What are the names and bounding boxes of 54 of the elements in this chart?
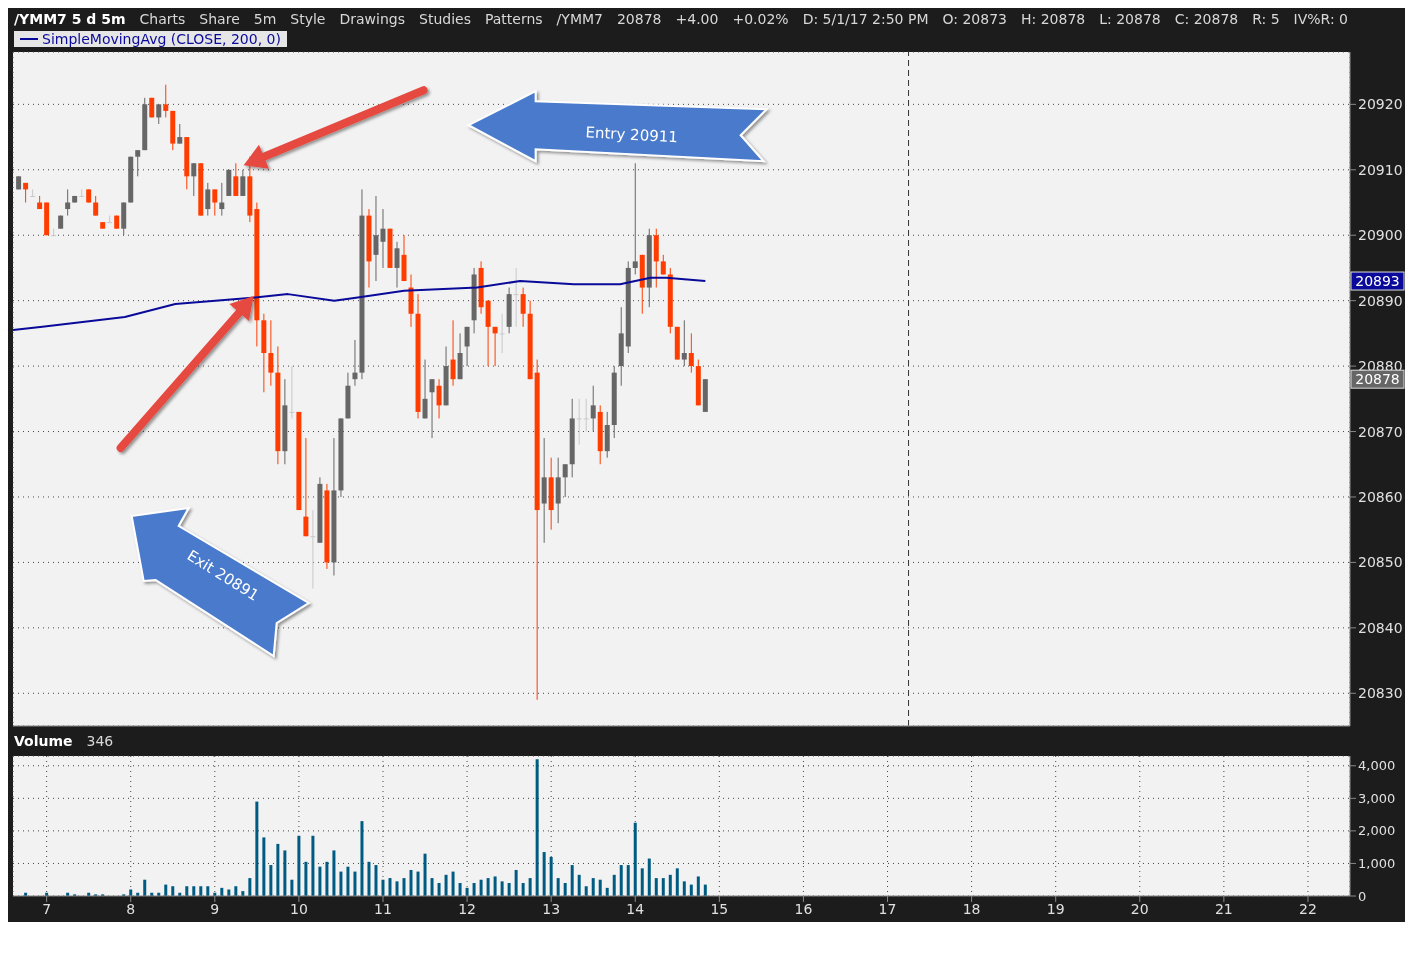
x-tick-label: 17 — [878, 900, 897, 917]
annotation: Entry 20911 — [585, 123, 679, 147]
text: 20893 — [1355, 273, 1400, 290]
text: Style — [290, 11, 326, 27]
text: Share — [199, 11, 240, 27]
text: L: 20878 — [1099, 11, 1161, 27]
chart-title: /YMM7 5 d 5m — [14, 11, 126, 27]
y-tick-label: 20900 — [1358, 227, 1403, 244]
y-tick-label: 20870 — [1358, 423, 1403, 440]
text: 5m — [253, 11, 277, 27]
text: R: 5 — [1252, 11, 1280, 27]
text: /YMM7 — [556, 11, 603, 27]
chart-title: Volume — [14, 733, 73, 749]
y-tick-label: 2,000 — [1358, 823, 1396, 839]
x-tick-label: 21 — [1214, 900, 1233, 917]
text: O: 20873 — [942, 11, 1007, 27]
y-tick-label: 4,000 — [1358, 758, 1396, 774]
x-tick-label: 16 — [794, 900, 813, 917]
y-tick-label: 20890 — [1358, 292, 1403, 309]
text: Patterns — [484, 11, 543, 27]
x-tick-label: 19 — [1046, 900, 1065, 917]
legend-label: SimpleMovingAvg (CLOSE, 200, 0) — [41, 31, 281, 47]
x-tick-label: 18 — [962, 900, 981, 917]
y-tick-label: 20850 — [1358, 554, 1403, 571]
y-tick-label: 3,000 — [1358, 790, 1396, 806]
text: IV%R: 0 — [1293, 11, 1348, 27]
x-tick-label: 15 — [710, 900, 729, 917]
x-tick-label: 9 — [210, 900, 220, 917]
text: H: 20878 — [1020, 11, 1086, 27]
x-tick-label: 10 — [289, 900, 308, 917]
y-tick-label: 1,000 — [1358, 856, 1396, 872]
text: Charts — [139, 11, 186, 27]
text: D: 5/1/17 2:50 PM — [802, 11, 929, 27]
y-tick-label: 20910 — [1358, 161, 1403, 178]
y-tick-label: 20860 — [1358, 488, 1403, 505]
x-tick-label: 11 — [374, 900, 392, 917]
x-tick-label: 7 — [42, 900, 52, 917]
text: C: 20878 — [1174, 11, 1239, 27]
text: Drawings — [339, 11, 405, 27]
text: 346 — [86, 733, 114, 749]
text: 20878 — [616, 11, 662, 27]
y-tick-label: 20830 — [1358, 685, 1403, 702]
x-tick-label: 14 — [626, 900, 645, 917]
x-tick-label: 22 — [1299, 900, 1317, 917]
text: +0.02% — [732, 11, 789, 27]
text: Studies — [419, 11, 471, 27]
text: +4.00 — [675, 11, 719, 27]
x-tick-label: 13 — [542, 900, 561, 917]
x-tick-label: 8 — [126, 900, 136, 917]
x-tick-label: 12 — [458, 900, 476, 917]
x-tick-label: 20 — [1130, 900, 1149, 917]
y-tick-label: 0 — [1358, 888, 1367, 904]
y-tick-label: 20920 — [1358, 96, 1403, 113]
y-tick-label: 20840 — [1358, 619, 1403, 636]
